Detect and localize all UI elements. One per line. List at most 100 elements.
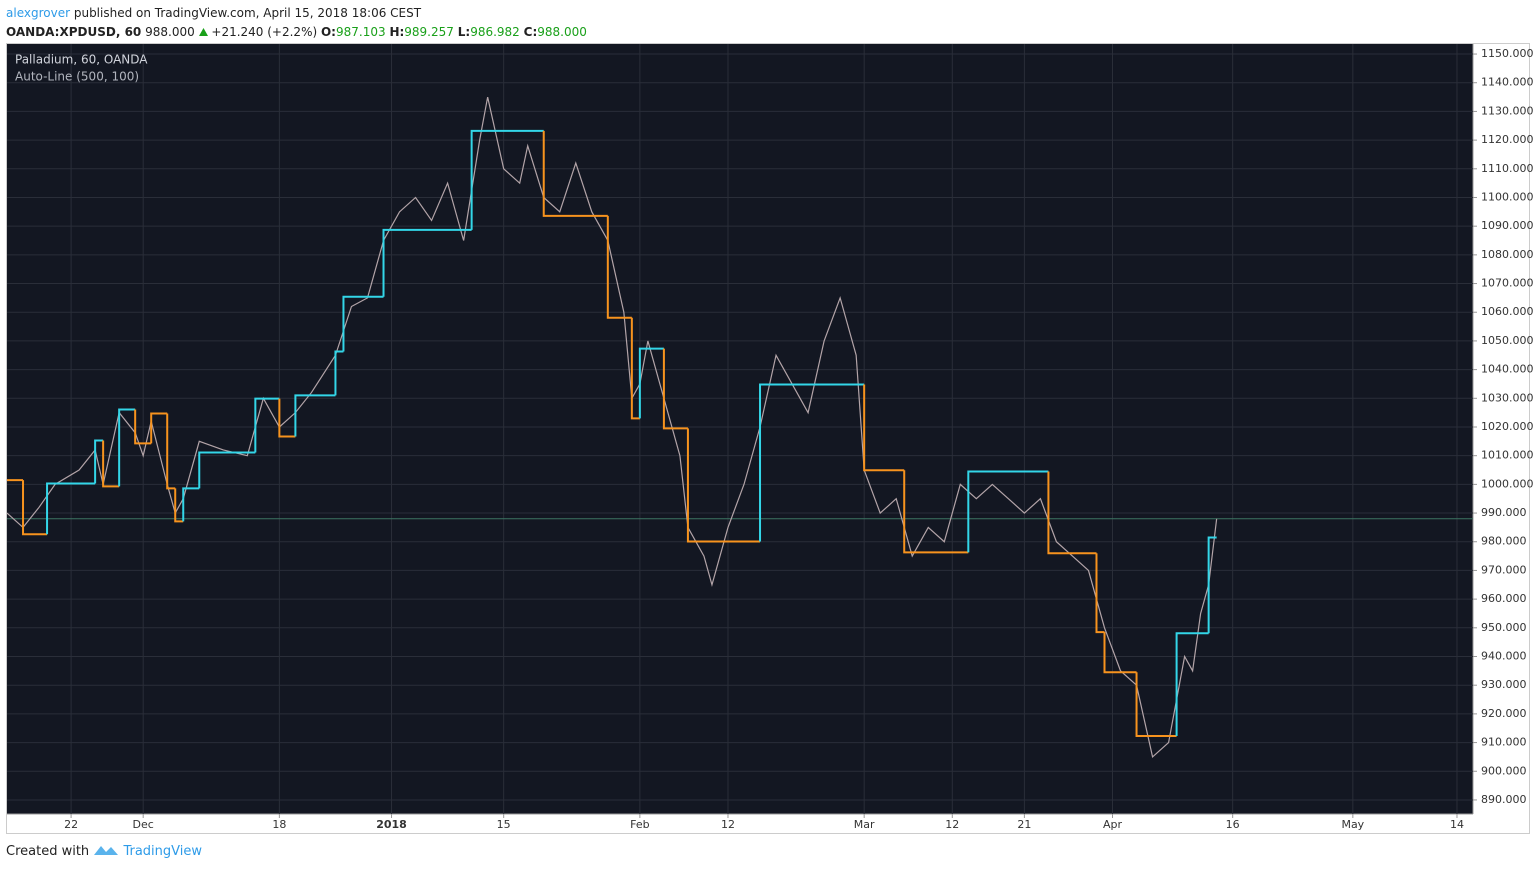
auto-line-step bbox=[382, 228, 472, 297]
y-tick-label: 920.000 bbox=[1481, 707, 1527, 720]
ohlc-key: H: bbox=[389, 25, 405, 39]
chart-subtitle: Auto-Line (500, 100) bbox=[15, 70, 139, 84]
auto-line-step bbox=[1103, 632, 1137, 674]
y-tick-label: 1150.000 bbox=[1481, 47, 1534, 60]
ohlc-value: 986.982 bbox=[470, 25, 520, 39]
auto-line-step bbox=[174, 488, 184, 523]
auto-line-step bbox=[759, 383, 865, 542]
ohlc-key: L: bbox=[457, 25, 471, 39]
y-tick-label: 890.000 bbox=[1481, 793, 1527, 806]
auto-line-step bbox=[638, 347, 664, 419]
y-tick-label: 1000.000 bbox=[1481, 477, 1534, 490]
x-tick-label: 12 bbox=[945, 818, 959, 831]
auto-line-step bbox=[1175, 632, 1209, 736]
y-tick-label: 990.000 bbox=[1481, 506, 1527, 519]
auto-line-step bbox=[118, 408, 136, 487]
ohlc-value: 989.257 bbox=[404, 25, 454, 39]
x-tick-label: 15 bbox=[497, 818, 511, 831]
chart: Palladium, 60, OANDA Auto-Line (500, 100… bbox=[6, 43, 1534, 834]
x-tick-label: 12 bbox=[721, 818, 735, 831]
y-tick-label: 1140.000 bbox=[1481, 76, 1534, 89]
y-tick-label: 1070.000 bbox=[1481, 277, 1534, 290]
change: +21.240 (+2.2%) bbox=[211, 25, 318, 39]
y-tick-label: 1130.000 bbox=[1481, 104, 1534, 117]
x-tick-label: Apr bbox=[1103, 818, 1123, 831]
x-tick-label: 14 bbox=[1450, 818, 1464, 831]
y-tick-label: 1060.000 bbox=[1481, 305, 1534, 318]
ohlc-value: 987.103 bbox=[335, 25, 386, 39]
y-tick-label: 1010.000 bbox=[1481, 449, 1534, 462]
y-tick-label: 970.000 bbox=[1481, 563, 1527, 576]
y-tick-label: 1050.000 bbox=[1481, 334, 1534, 347]
y-tick-label: 940.000 bbox=[1481, 650, 1527, 663]
auto-line-step bbox=[686, 428, 761, 543]
y-tick-label: 1030.000 bbox=[1481, 391, 1534, 404]
auto-line-step bbox=[606, 215, 632, 319]
x-tick-label: 16 bbox=[1226, 818, 1240, 831]
logo bbox=[94, 846, 119, 855]
ohlc-key: O: bbox=[320, 25, 336, 39]
quote-line: OANDA:XPDUSD, 60 988.000 +21.240 (+2.2%)… bbox=[6, 23, 587, 42]
auto-line-step bbox=[294, 394, 336, 437]
y-tick-label: 910.000 bbox=[1481, 736, 1527, 749]
author[interactable]: alexgrover bbox=[6, 6, 71, 20]
brand[interactable]: TradingView bbox=[123, 844, 202, 859]
plot-area bbox=[7, 44, 1473, 814]
x-tick-label: May bbox=[1341, 818, 1364, 831]
auto-line-step bbox=[134, 409, 152, 445]
auto-line-step bbox=[182, 487, 200, 522]
footer-text: Created with bbox=[6, 844, 90, 859]
y-tick-label: 960.000 bbox=[1481, 592, 1527, 605]
y-tick-label: 1100.000 bbox=[1481, 190, 1534, 203]
publish-line: alexgrover published on TradingView.com,… bbox=[6, 4, 587, 23]
y-tick-label: 900.000 bbox=[1481, 764, 1527, 777]
y-tick-label: 930.000 bbox=[1481, 678, 1527, 691]
ohlc-value: 988.000 bbox=[537, 25, 587, 39]
auto-line-step bbox=[94, 439, 104, 484]
auto-line-step bbox=[150, 412, 168, 444]
y-tick-label: 1110.000 bbox=[1481, 162, 1534, 175]
x-tick-label: Dec bbox=[133, 818, 154, 831]
footer: Created with TradingView bbox=[6, 843, 202, 859]
auto-line-step bbox=[1135, 672, 1177, 737]
y-tick-label: 1080.000 bbox=[1481, 248, 1534, 261]
chart-title: Palladium, 60, OANDA bbox=[15, 53, 148, 67]
y-tick-label: 1090.000 bbox=[1481, 219, 1534, 232]
auto-line-step bbox=[1095, 553, 1105, 634]
x-tick-label: 18 bbox=[272, 818, 286, 831]
auto-line-step bbox=[198, 451, 256, 489]
y-tick-label: 980.000 bbox=[1481, 535, 1527, 548]
auto-line-step bbox=[542, 130, 608, 217]
x-tick-label: Mar bbox=[854, 818, 875, 831]
last: 988.000 bbox=[145, 25, 195, 39]
auto-line-step bbox=[630, 317, 640, 420]
ohlc-key: C: bbox=[523, 25, 538, 39]
auto-line-step bbox=[1207, 536, 1217, 634]
auto-line-step bbox=[863, 384, 905, 472]
auto-line-step bbox=[1047, 471, 1097, 555]
published: published on TradingView.com, April 15, … bbox=[73, 6, 422, 20]
auto-line-step bbox=[470, 129, 544, 230]
symbol: OANDA:XPDUSD, 60 bbox=[6, 25, 142, 39]
auto-line-step bbox=[102, 440, 120, 488]
y-tick-label: 1120.000 bbox=[1481, 133, 1534, 146]
auto-line-step bbox=[334, 350, 344, 396]
x-tick-label: Feb bbox=[630, 818, 649, 831]
up-arrow bbox=[198, 28, 208, 36]
auto-line-step bbox=[342, 295, 384, 352]
auto-line-step bbox=[166, 413, 176, 490]
auto-line-step bbox=[22, 480, 48, 536]
auto-line-step bbox=[967, 470, 1049, 553]
x-tick-label: 2018 bbox=[376, 818, 407, 831]
auto-line-step bbox=[903, 470, 969, 554]
auto-line-step bbox=[662, 348, 688, 430]
auto-line-step bbox=[254, 397, 280, 453]
y-tick-label: 1040.000 bbox=[1481, 363, 1534, 376]
x-tick-label: 22 bbox=[64, 818, 78, 831]
x-tick-label: 21 bbox=[1017, 818, 1031, 831]
auto-line-step bbox=[46, 482, 96, 535]
auto-line-step bbox=[278, 398, 296, 438]
y-tick-label: 950.000 bbox=[1481, 621, 1527, 634]
y-tick-label: 1020.000 bbox=[1481, 420, 1534, 433]
